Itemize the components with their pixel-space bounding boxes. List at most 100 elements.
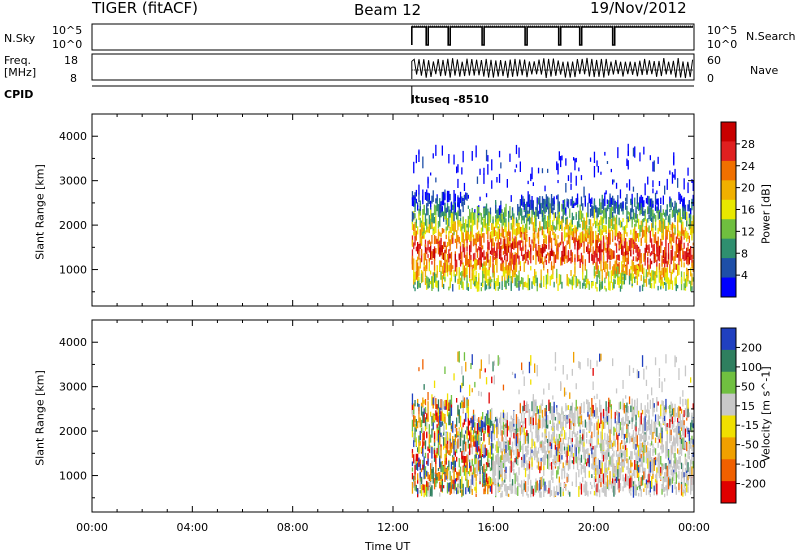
velocity-point	[560, 416, 562, 429]
power-point	[501, 209, 503, 213]
velocity-point	[593, 462, 596, 466]
power-point	[569, 257, 571, 261]
velocity-point	[622, 466, 624, 473]
velocity-point	[469, 443, 471, 453]
power-point	[472, 272, 475, 284]
velocity-point	[432, 419, 434, 430]
velocity-point	[463, 444, 466, 455]
power-point	[449, 253, 451, 259]
velocity-point	[635, 484, 637, 495]
velocity-point	[617, 459, 619, 465]
power-point	[636, 280, 638, 286]
velocity-point	[661, 427, 663, 433]
power-point	[614, 228, 616, 236]
velocity-point	[623, 421, 625, 426]
power-point	[528, 216, 531, 225]
velocity-point	[638, 371, 640, 379]
power-point	[454, 203, 456, 214]
power-point	[444, 204, 446, 217]
power-point	[635, 268, 637, 275]
velocity-point	[657, 442, 659, 447]
velocity-point	[541, 443, 544, 454]
power-point	[621, 233, 623, 246]
velocity-point	[614, 466, 616, 476]
power-point	[445, 226, 447, 231]
power-point	[470, 259, 472, 267]
velocity-point	[518, 438, 520, 445]
velocity-point	[430, 445, 432, 454]
velocity-point	[647, 447, 649, 459]
power-point	[651, 270, 653, 282]
power-point	[612, 179, 614, 185]
velocity-point	[583, 446, 585, 458]
velocity-point	[528, 457, 531, 470]
velocity-point	[617, 462, 619, 474]
velocity-point	[614, 484, 616, 495]
power-point	[526, 251, 528, 261]
velocity-point	[521, 456, 523, 461]
power-point	[593, 275, 596, 279]
power-point	[552, 226, 554, 236]
power-point	[501, 213, 503, 220]
velocity-point	[426, 486, 428, 493]
velocity-point	[482, 428, 484, 433]
velocity-point	[518, 448, 520, 452]
power-point	[462, 244, 464, 253]
power-point	[648, 225, 650, 230]
power-point	[491, 180, 493, 189]
velocity-point	[675, 433, 677, 444]
power-point	[627, 216, 629, 223]
velocity-point	[501, 451, 503, 461]
power-point	[660, 275, 662, 286]
velocity-point	[459, 415, 462, 428]
velocity-point	[541, 457, 544, 462]
power-point	[495, 205, 497, 214]
velocity-point	[482, 480, 484, 488]
power-point	[519, 206, 521, 215]
power-point	[566, 240, 568, 246]
velocity-point	[571, 413, 573, 425]
velocity-point	[426, 433, 428, 439]
velocity-point	[666, 465, 668, 477]
power-point	[674, 214, 676, 223]
power-point	[660, 286, 662, 290]
velocity-point	[414, 479, 416, 487]
velocity-point	[639, 481, 641, 489]
velocity-point	[619, 486, 622, 491]
power-point	[449, 193, 451, 201]
velocity-point	[537, 418, 540, 430]
power-point	[478, 257, 480, 266]
velocity-point	[589, 435, 592, 446]
power-point	[557, 180, 559, 184]
velocity-point	[560, 482, 562, 487]
power-point	[497, 238, 499, 245]
power-point	[684, 281, 687, 287]
velocity-point	[448, 460, 450, 467]
power-point	[428, 215, 430, 225]
power-point	[452, 232, 454, 238]
velocity-point	[528, 361, 531, 374]
velocity-point	[554, 352, 557, 364]
velocity-point	[430, 479, 432, 491]
velocity-point	[467, 426, 469, 436]
velocity-point	[592, 463, 594, 470]
power-point	[514, 241, 516, 249]
power-point	[417, 205, 419, 211]
power-point	[673, 223, 675, 229]
velocity-point	[487, 484, 489, 495]
velocity-point	[440, 461, 442, 472]
power-point	[466, 282, 468, 288]
velocity-point	[505, 419, 507, 427]
velocity-point	[597, 481, 599, 493]
velocity-point	[550, 490, 553, 496]
power-point	[619, 272, 622, 281]
velocity-point	[566, 476, 568, 483]
power-point	[441, 228, 443, 234]
velocity-point	[431, 460, 433, 469]
velocity-point	[619, 462, 622, 466]
power-point	[415, 230, 417, 241]
power-point	[627, 211, 629, 215]
power-point	[459, 222, 462, 232]
power-point	[500, 245, 502, 251]
velocity-point	[623, 454, 625, 463]
